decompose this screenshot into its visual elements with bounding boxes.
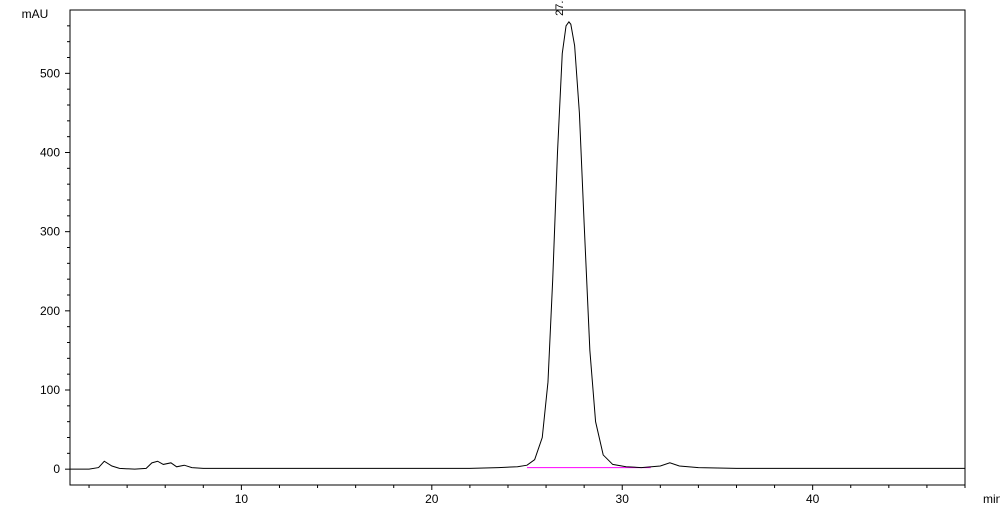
y-tick-label: 400 — [40, 146, 60, 160]
y-axis-label: mAU — [22, 7, 49, 21]
chromatogram-chart: 0 100 200 300 400 500 10 20 30 40 mAU min 27.304 — [0, 0, 1000, 514]
chart-background — [0, 0, 1000, 514]
x-tick-label: 20 — [425, 492, 439, 506]
y-tick-label: 100 — [40, 383, 60, 397]
chart-svg: 0 100 200 300 400 500 10 20 30 40 mAU min 27.304 — [0, 0, 1000, 514]
y-tick-label: 200 — [40, 304, 60, 318]
x-tick-label: 10 — [235, 492, 249, 506]
x-tick-label: 40 — [806, 492, 820, 506]
x-axis-label: min — [983, 492, 1000, 506]
y-tick-label: 0 — [53, 462, 60, 476]
peak-label: 27.304 — [554, 0, 566, 16]
x-tick-label: 30 — [616, 492, 630, 506]
y-tick-label: 300 — [40, 225, 60, 239]
y-tick-label: 500 — [40, 66, 60, 80]
